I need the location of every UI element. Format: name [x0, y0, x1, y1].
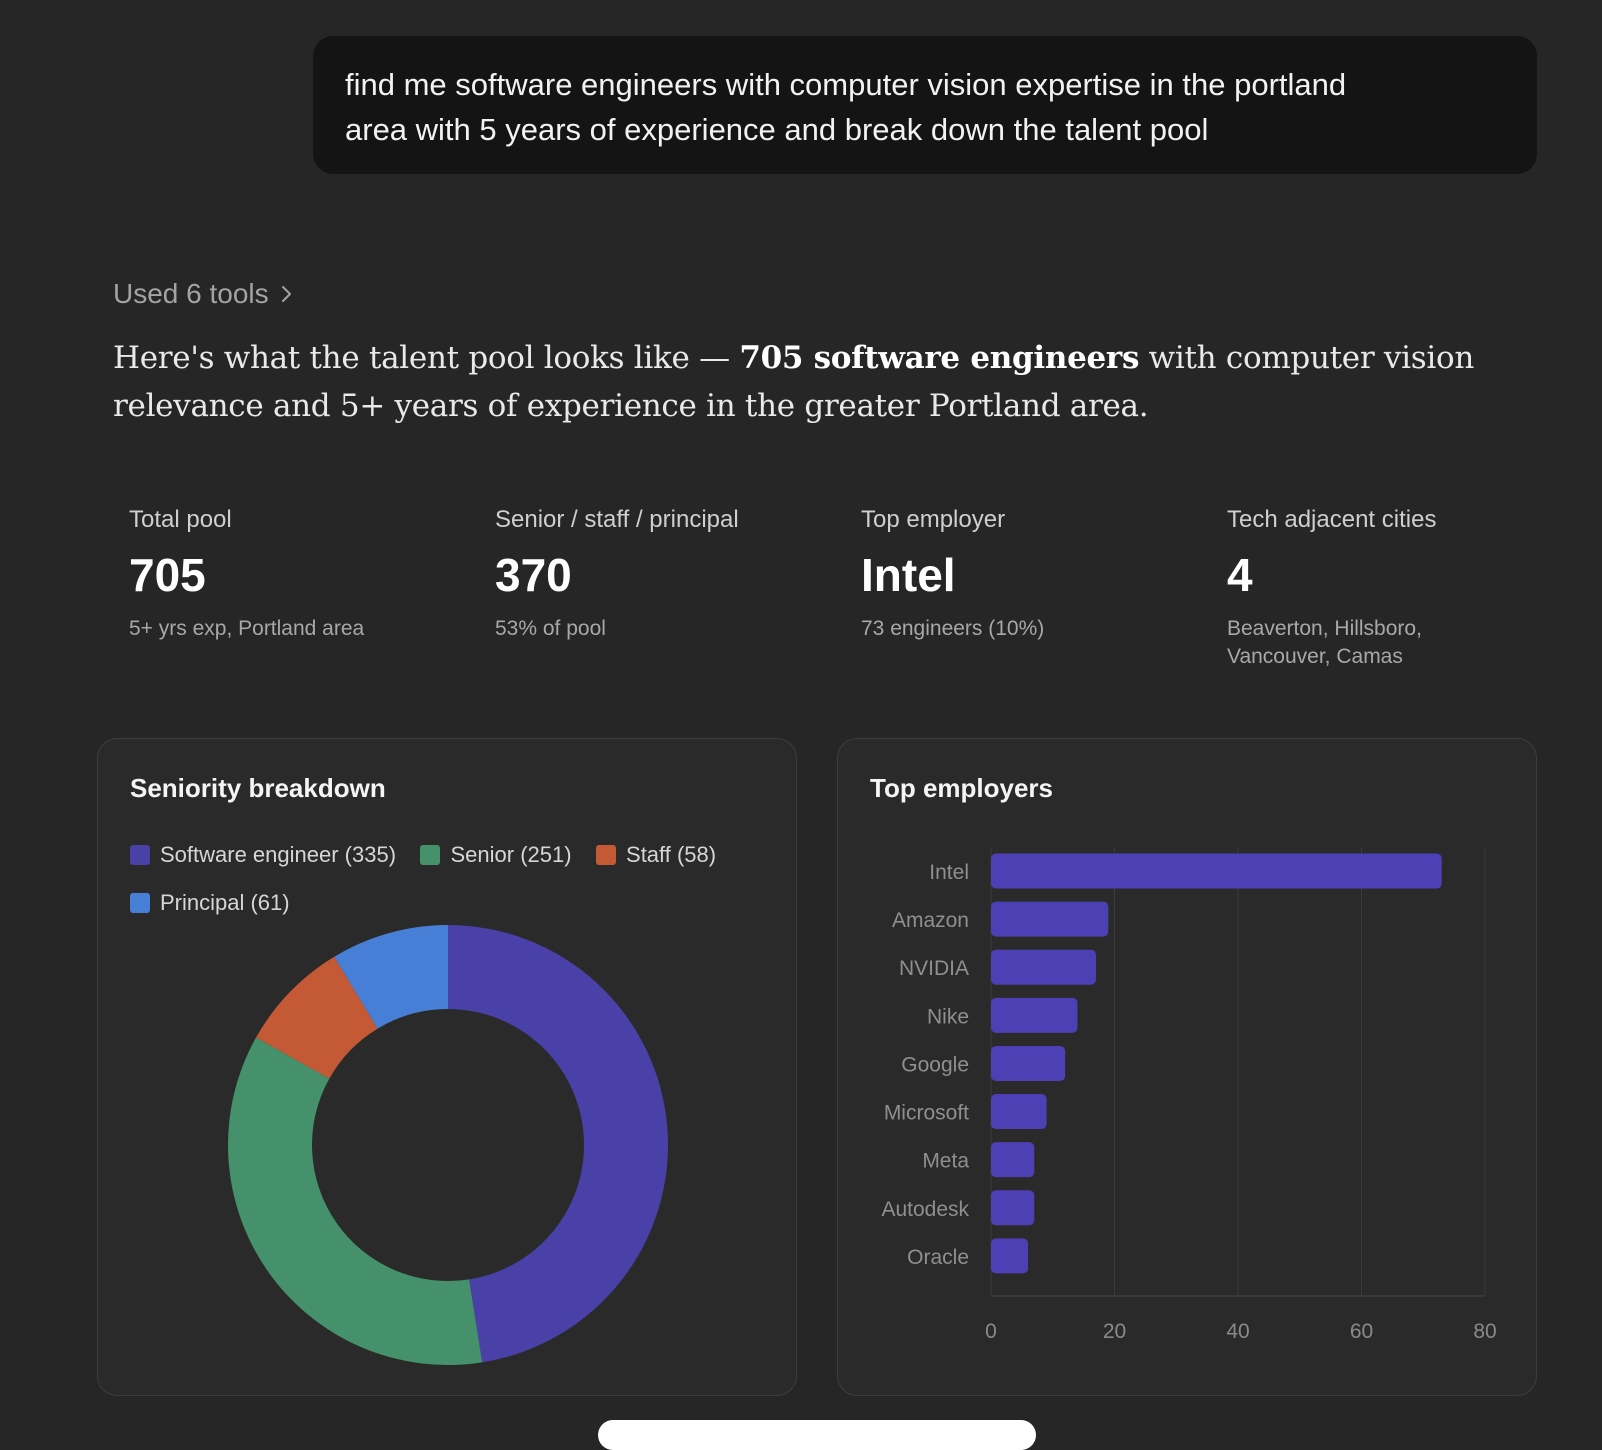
stat-sub: 73 engineers (10%)	[861, 617, 1045, 640]
bar-google[interactable]	[991, 1045, 1066, 1081]
used-tools-label: Used 6 tools	[113, 278, 269, 309]
stat-value: 370	[495, 549, 572, 601]
chevron-right-icon	[281, 284, 293, 304]
legend-swatch	[596, 845, 617, 865]
bar-oracle[interactable]	[991, 1238, 1029, 1274]
bar-microsoft[interactable]	[991, 1094, 1047, 1130]
bar-autodesk[interactable]	[991, 1190, 1035, 1226]
bar-nike[interactable]	[991, 997, 1078, 1033]
user-message-bubble: find me software engineers with computer…	[313, 36, 1537, 174]
stat-label: Total pool	[129, 506, 232, 533]
legend-item-senior[interactable]: Senior (251)	[420, 831, 572, 879]
summary-line-1: Here's what the talent pool looks like —…	[113, 334, 1513, 382]
stat-label: Senior / staff / principal	[495, 506, 739, 533]
seniority-legend: Software engineer (335) Senior (251) Sta…	[130, 831, 770, 927]
legend-item-software-engineer[interactable]: Software engineer (335)	[130, 831, 396, 879]
stat-value: 705	[129, 549, 206, 601]
legend-label: Principal (61)	[160, 890, 290, 915]
seniority-donut-chart	[228, 925, 669, 1365]
donut-slice-staff[interactable]	[256, 956, 378, 1079]
donut-slice-software-engineer[interactable]	[448, 925, 669, 1363]
legend-swatch	[130, 893, 150, 913]
stat-sub-line-1: Beaverton, Hillsboro,	[1227, 617, 1422, 640]
bar-amazon[interactable]	[991, 901, 1109, 937]
donut-slice-senior[interactable]	[228, 1037, 483, 1365]
bar-intel[interactable]	[991, 853, 1442, 889]
bar-nvidia[interactable]	[991, 949, 1096, 985]
stat-senior-staff-principal: Senior / staff / principal 370 53% of po…	[495, 505, 835, 643]
stat-sub: 53% of pool	[495, 617, 606, 640]
top-employers-card: Top employers 0 20 40 60 80 Intel Amazon NVIDIA…	[837, 738, 1537, 1396]
stat-total-pool: Total pool 705 5+ yrs exp, Portland area	[129, 505, 469, 643]
y-category-label: Oracle	[907, 1246, 969, 1269]
y-category-label: Microsoft	[884, 1102, 969, 1125]
stat-top-employer: Top employer Intel 73 engineers (10%)	[861, 505, 1201, 643]
y-category-label: Nike	[927, 1005, 969, 1028]
summary-line-2: relevance and 5+ years of experience in …	[113, 388, 1149, 424]
x-tick-label: 40	[1226, 1320, 1249, 1343]
x-tick-label: 60	[1350, 1320, 1373, 1343]
stat-label: Top employer	[861, 506, 1006, 533]
legend-item-principal[interactable]: Principal (61)	[130, 879, 290, 927]
used-tools-toggle[interactable]: Used 6 tools	[113, 274, 293, 314]
legend-swatch	[130, 845, 150, 865]
y-category-label: Google	[901, 1053, 969, 1076]
y-category-label: Autodesk	[881, 1198, 969, 1221]
y-category-label: Amazon	[892, 909, 969, 932]
assistant-summary: Here's what the talent pool looks like —…	[113, 334, 1513, 430]
summary-text-1: Here's what the talent pool looks like —	[113, 340, 740, 376]
user-message-line-1: find me software engineers with computer…	[345, 67, 1347, 102]
summary-highlight: 705 software engineers	[739, 340, 1140, 376]
x-tick-label: 20	[1103, 1320, 1126, 1343]
stat-value: Intel	[861, 549, 956, 601]
user-message-line-2: area with 5 years of experience and brea…	[345, 112, 1209, 147]
donut-slice-principal[interactable]	[334, 925, 448, 1029]
stat-sub-line-2: Vancouver, Camas	[1227, 645, 1403, 668]
y-category-label: NVIDIA	[899, 957, 969, 980]
stat-sub: Beaverton, Hillsboro, Vancouver, Camas	[1227, 615, 1567, 671]
bottom-input-pill[interactable]	[598, 1420, 1036, 1450]
seniority-chart-title: Seniority breakdown	[130, 773, 386, 803]
seniority-breakdown-card: Seniority breakdown Software engineer (3…	[97, 738, 797, 1396]
x-tick-label: 80	[1473, 1320, 1496, 1343]
x-tick-label: 0	[985, 1320, 997, 1343]
legend-label: Staff (58)	[626, 842, 717, 867]
stat-tech-adjacent-cities: Tech adjacent cities 4 Beaverton, Hillsb…	[1227, 505, 1567, 671]
employers-chart-title: Top employers	[870, 773, 1054, 803]
legend-label: Senior (251)	[450, 842, 572, 867]
bar-meta[interactable]	[991, 1142, 1035, 1178]
legend-item-staff[interactable]: Staff (58)	[596, 831, 716, 879]
stat-sub: 5+ yrs exp, Portland area	[129, 617, 365, 640]
stat-label: Tech adjacent cities	[1227, 506, 1437, 533]
stat-value: 4	[1227, 549, 1253, 601]
top-employers-bar-chart: 0 20 40 60 80 Intel Amazon NVIDIA Nike Google Micr…	[881, 847, 1497, 1343]
y-category-label: Intel	[929, 861, 969, 884]
legend-label: Software engineer (335)	[160, 842, 397, 867]
y-category-label: Meta	[922, 1150, 969, 1173]
legend-swatch	[420, 845, 441, 865]
summary-text-2: with computer vision	[1139, 340, 1475, 376]
